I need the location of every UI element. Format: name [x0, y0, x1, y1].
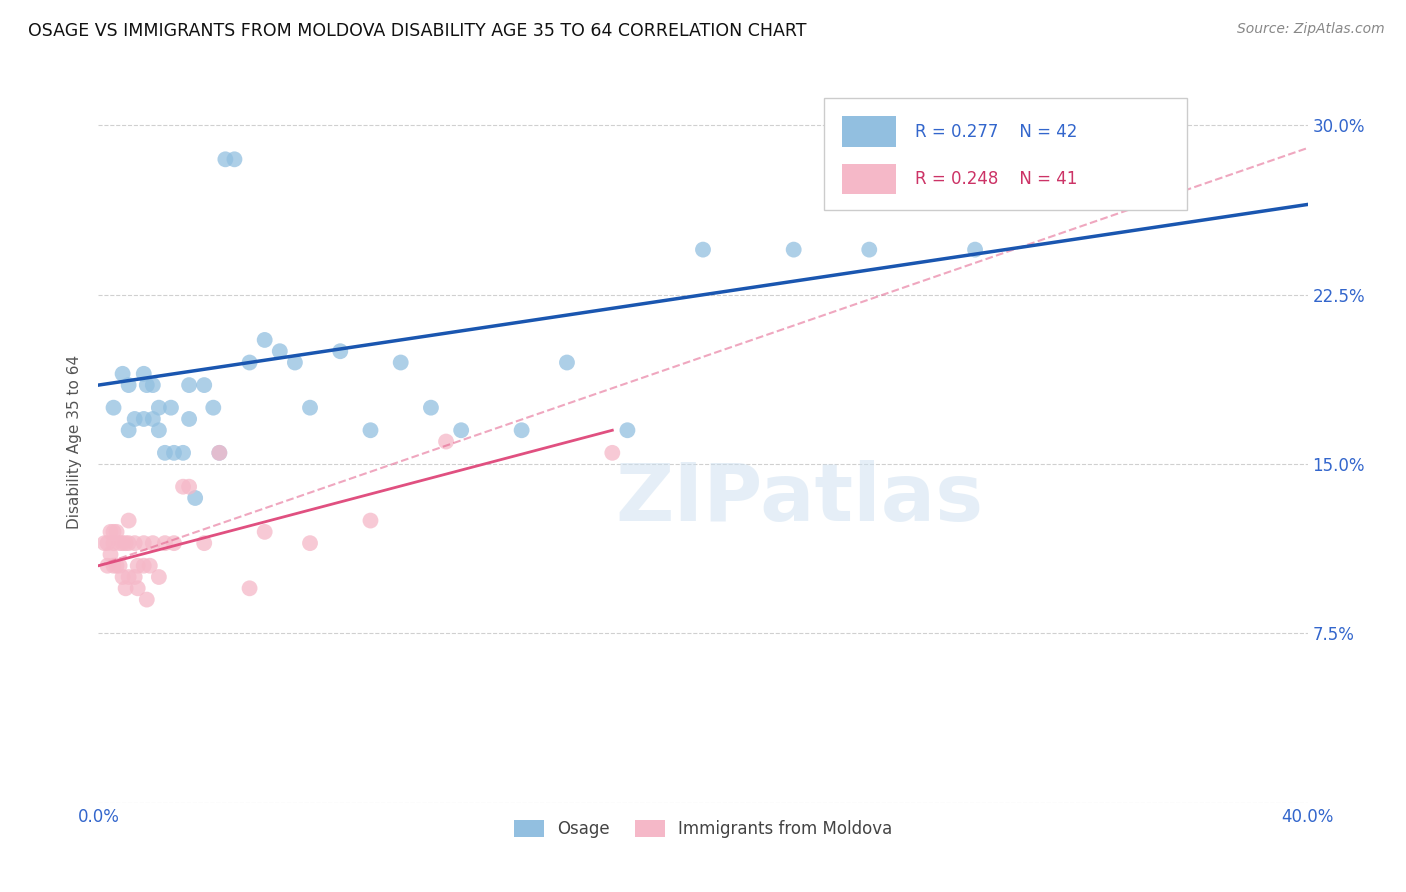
Point [360, 514, 382, 528]
Point [93, 536, 115, 550]
Point [105, 558, 128, 573]
Point [148, 401, 170, 415]
Point [239, 582, 262, 596]
Point [124, 570, 146, 584]
Point [148, 570, 170, 584]
Bar [842, 116, 897, 147]
Point [208, 446, 231, 460]
Point [184, 491, 207, 505]
Point [127, 582, 149, 596]
Bar [842, 164, 897, 194]
Point [299, 401, 322, 415]
Point [103, 536, 125, 550]
Point [193, 536, 215, 550]
Point [100, 524, 122, 539]
Point [135, 592, 157, 607]
Point [132, 367, 155, 381]
Point [142, 378, 165, 392]
Point [510, 423, 533, 437]
Point [239, 355, 262, 369]
Point [132, 536, 155, 550]
Point [96, 536, 118, 550]
Point [163, 536, 186, 550]
FancyBboxPatch shape [824, 98, 1187, 211]
Point [172, 446, 194, 460]
Point [450, 423, 472, 437]
Point [284, 355, 307, 369]
Point [193, 378, 215, 392]
Point [142, 536, 165, 550]
Point [124, 536, 146, 550]
Point [118, 378, 141, 392]
Y-axis label: Disability Age 35 to 64: Disability Age 35 to 64 [67, 354, 83, 529]
Text: R = 0.248    N = 41: R = 0.248 N = 41 [915, 170, 1077, 188]
Point [420, 401, 443, 415]
Point [253, 333, 276, 347]
Point [108, 558, 131, 573]
Point [111, 536, 134, 550]
Text: ZIPatlas: ZIPatlas [616, 460, 984, 539]
Point [135, 378, 157, 392]
Point [253, 524, 276, 539]
Point [124, 412, 146, 426]
Point [555, 355, 578, 369]
Point [118, 536, 141, 550]
Text: R = 0.277    N = 42: R = 0.277 N = 42 [915, 122, 1077, 141]
Point [153, 536, 176, 550]
Point [132, 558, 155, 573]
Point [148, 423, 170, 437]
Point [127, 558, 149, 573]
Point [783, 243, 806, 257]
Point [616, 423, 638, 437]
Point [692, 243, 714, 257]
Point [103, 401, 125, 415]
Point [118, 570, 141, 584]
Point [299, 536, 322, 550]
Point [118, 423, 141, 437]
Point [163, 446, 186, 460]
Point [214, 153, 236, 167]
Point [1024, 186, 1046, 201]
Point [142, 412, 165, 426]
Point [434, 434, 457, 449]
Point [103, 524, 125, 539]
Point [172, 480, 194, 494]
Point [118, 514, 141, 528]
Point [153, 446, 176, 460]
Point [111, 367, 134, 381]
Legend: Osage, Immigrants from Moldova: Osage, Immigrants from Moldova [508, 814, 898, 845]
Point [100, 548, 122, 562]
Point [114, 582, 136, 596]
Point [965, 243, 987, 257]
Point [858, 243, 880, 257]
Text: Source: ZipAtlas.com: Source: ZipAtlas.com [1237, 22, 1385, 37]
Point [269, 344, 291, 359]
Point [108, 536, 131, 550]
Point [96, 558, 118, 573]
Point [179, 480, 201, 494]
Point [360, 423, 382, 437]
Point [139, 558, 162, 573]
Point [160, 401, 183, 415]
Point [111, 570, 134, 584]
Point [114, 536, 136, 550]
Point [179, 378, 201, 392]
Point [105, 524, 128, 539]
Point [132, 412, 155, 426]
Point [179, 412, 201, 426]
Point [602, 446, 624, 460]
Point [389, 355, 412, 369]
Point [208, 446, 231, 460]
Text: OSAGE VS IMMIGRANTS FROM MOLDOVA DISABILITY AGE 35 TO 64 CORRELATION CHART: OSAGE VS IMMIGRANTS FROM MOLDOVA DISABIL… [28, 22, 807, 40]
Point [329, 344, 352, 359]
Point [103, 558, 125, 573]
Point [224, 153, 246, 167]
Point [202, 401, 225, 415]
